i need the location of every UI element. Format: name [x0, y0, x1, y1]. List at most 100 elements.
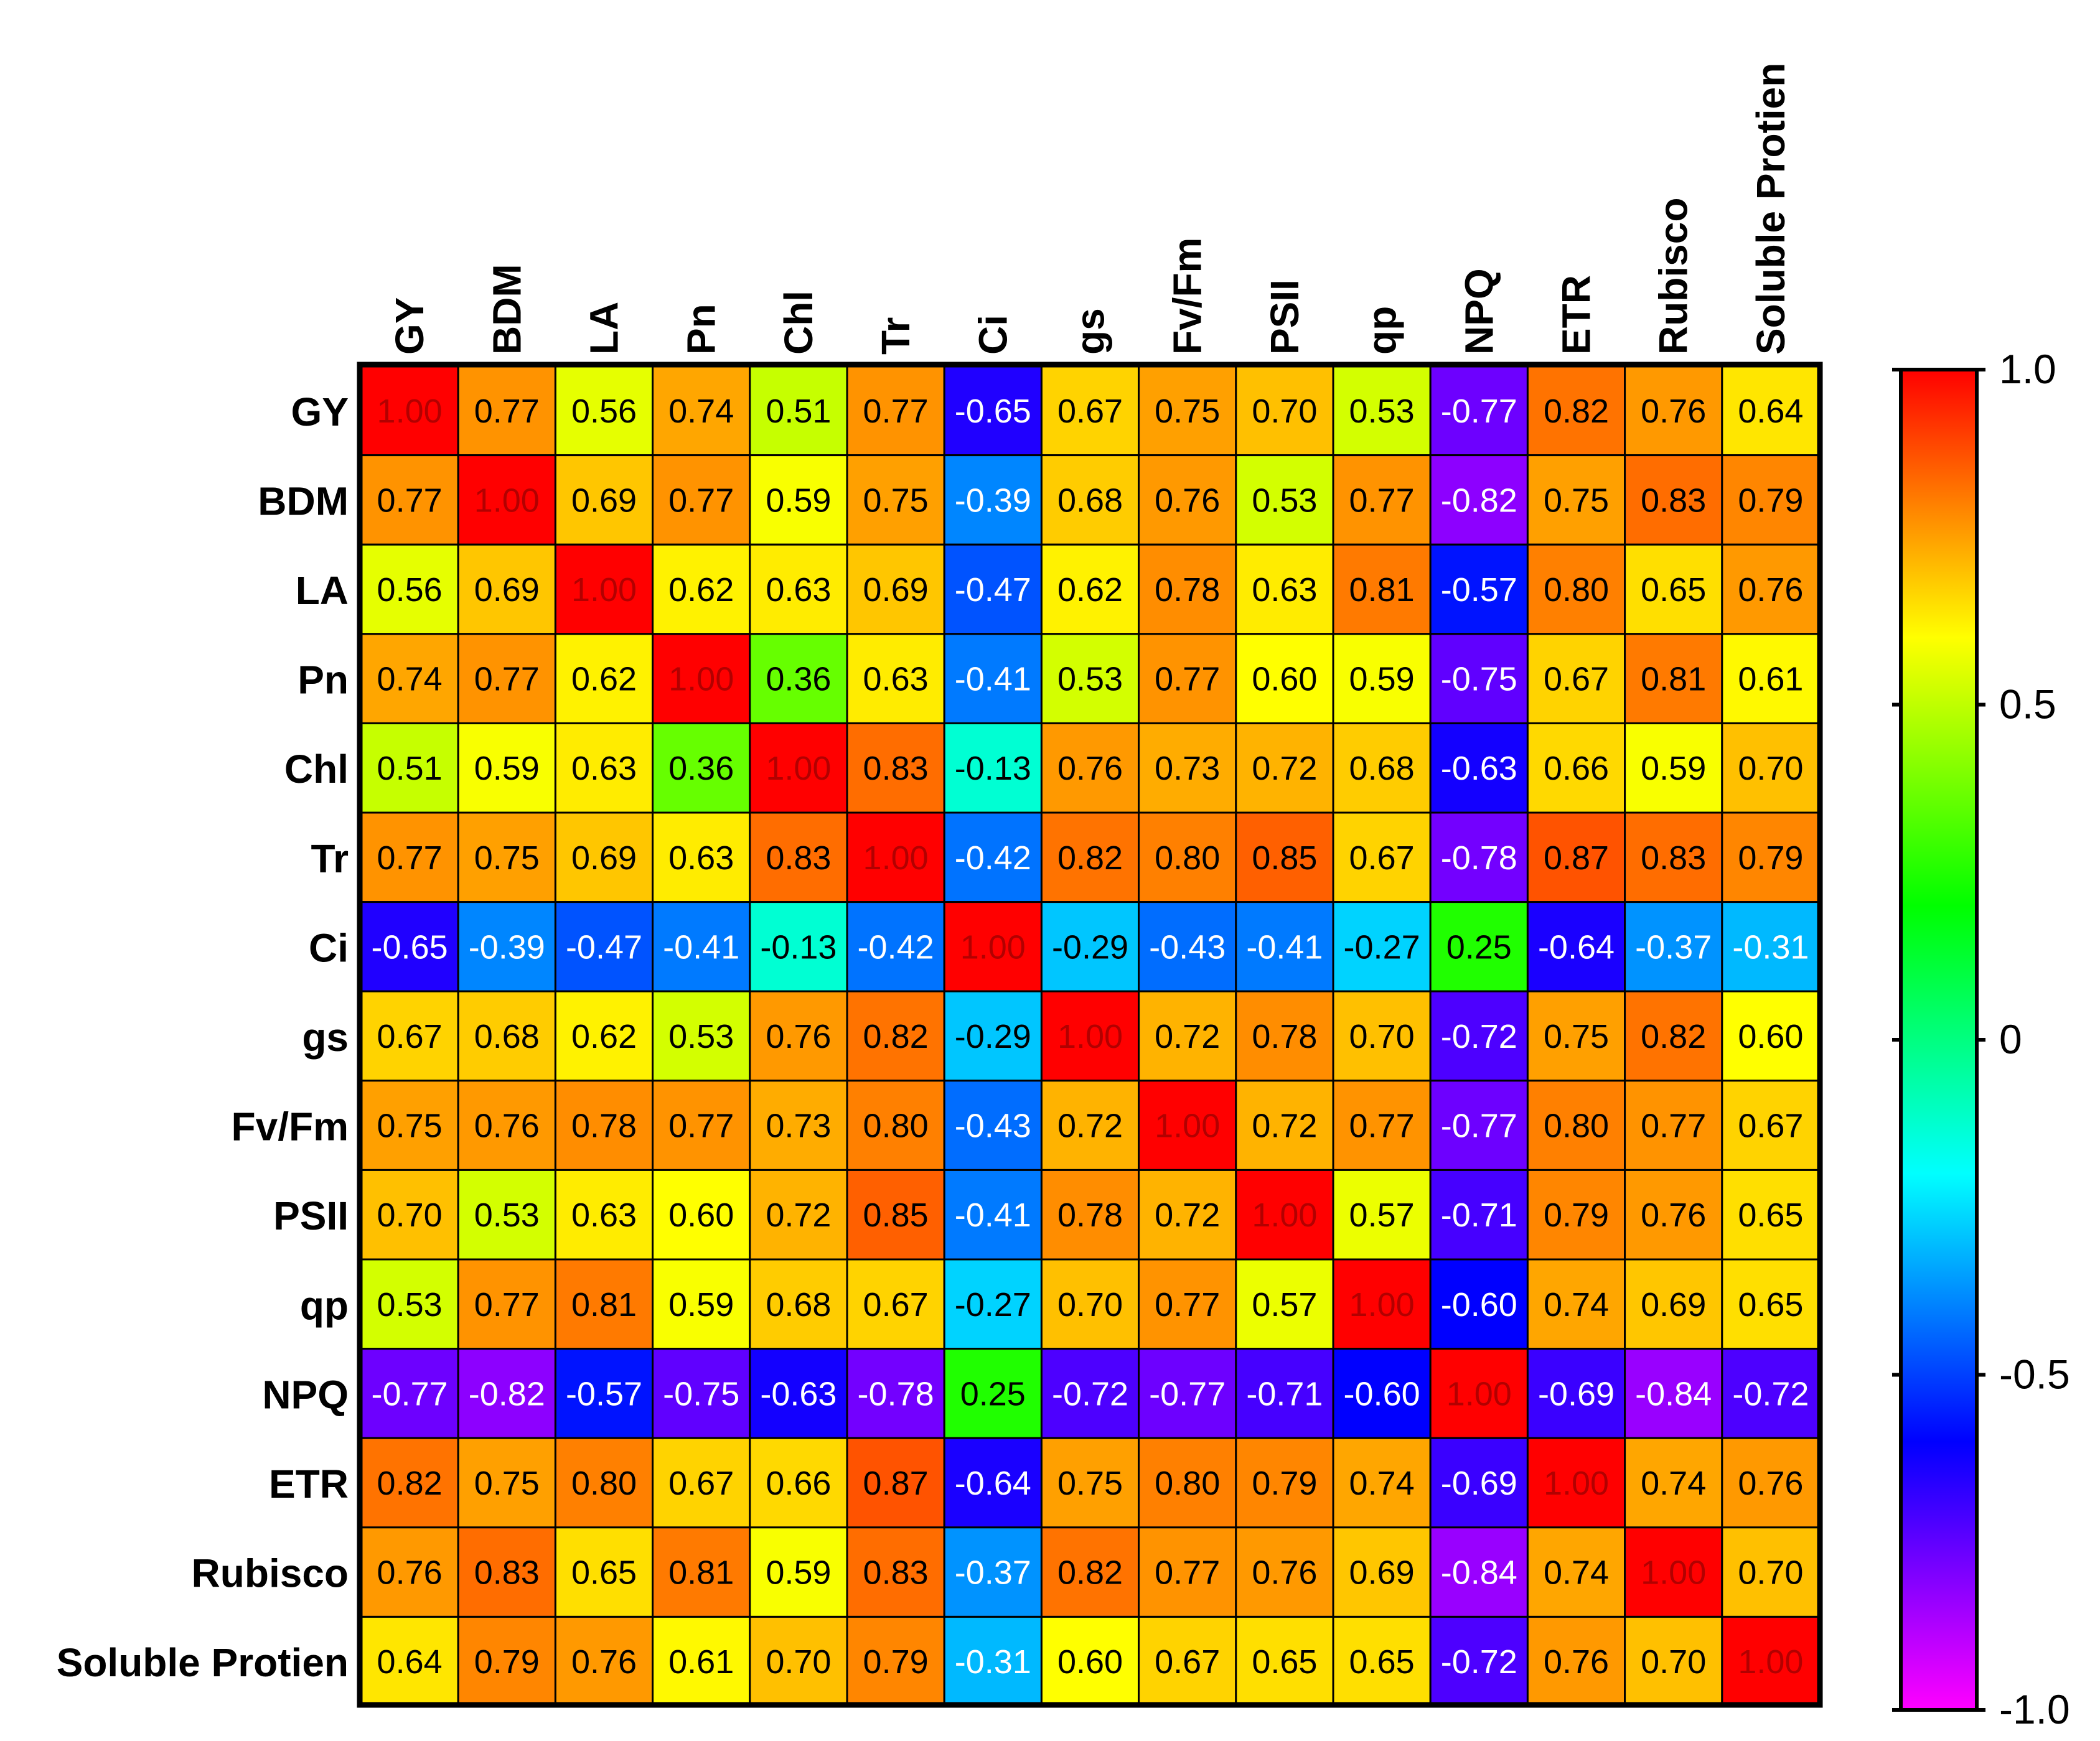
heatmap-cell [1526, 1258, 1626, 1350]
heatmap-cell [749, 633, 848, 724]
cell-value: 0.77 [1155, 1554, 1220, 1592]
cell-value: 0.83 [863, 750, 929, 787]
heatmap-cell [652, 454, 751, 546]
heatmap-cell [457, 1080, 556, 1171]
cell-value: 0.74 [1544, 1554, 1609, 1592]
heatmap-cell [846, 1258, 945, 1350]
cell-value: 0.75 [1544, 1018, 1609, 1055]
heatmap-cell [749, 1258, 848, 1350]
colorbar-tick-label: -0.5 [1999, 1351, 2070, 1398]
row-label: NPQ [262, 1372, 349, 1417]
cell-value: 0.60 [668, 1197, 734, 1234]
heatmap-cell [652, 1169, 751, 1261]
cell-value: 1.00 [863, 839, 929, 877]
cell-value: -0.82 [469, 1375, 545, 1412]
colorbar-tick-label: 0 [1999, 1016, 2022, 1062]
cell-value: 1.00 [1738, 1643, 1803, 1681]
heatmap-cell [360, 901, 459, 992]
cell-value: -0.77 [372, 1375, 448, 1412]
cell-value: 0.59 [1641, 750, 1706, 787]
heatmap-cell [846, 1080, 945, 1171]
row-label: GY [291, 390, 349, 434]
cell-value: -0.71 [1246, 1375, 1323, 1412]
cell-value: 0.67 [1057, 393, 1123, 430]
heatmap-cell [1429, 1615, 1529, 1707]
heatmap-cell [943, 1348, 1043, 1439]
cell-value: 0.77 [1349, 1108, 1415, 1145]
heatmap-cell [846, 543, 945, 635]
cell-value: 0.74 [1544, 1286, 1609, 1323]
cell-value: 0.76 [377, 1554, 443, 1592]
cell-value: 0.66 [766, 1465, 831, 1502]
row-label: PSII [273, 1193, 349, 1238]
heatmap-cell [846, 633, 945, 724]
cell-value: 0.76 [766, 1018, 831, 1055]
cell-value: 0.68 [474, 1018, 540, 1055]
column-label: qp [1359, 306, 1404, 355]
heatmap-cells: 1.00 0.77 0.56 0.74 0.51 0.77 -0.65 0.67 0.75 0.7… [360, 365, 1821, 1707]
column-label: Soluble Protien [1748, 63, 1793, 355]
column-label: Tr [873, 317, 918, 355]
cell-value: 0.25 [1446, 928, 1512, 966]
heatmap-cell [360, 722, 459, 814]
heatmap-cell [1235, 1169, 1334, 1261]
cell-value: 1.00 [1446, 1375, 1512, 1412]
heatmap-cell [652, 633, 751, 724]
colorbar-tick-label: 0.5 [1999, 681, 2056, 727]
cell-value: 0.69 [571, 839, 637, 877]
heatmap-cell [943, 454, 1043, 546]
cell-value: 0.64 [1738, 393, 1803, 430]
cell-value: 1.00 [1544, 1465, 1609, 1502]
cell-value: 0.62 [1057, 571, 1123, 609]
cell-value: 0.53 [1057, 661, 1123, 698]
cell-value: -0.42 [955, 839, 1031, 877]
column-label: LA [582, 302, 627, 355]
cell-value: 0.53 [377, 1286, 443, 1323]
column-label: ETR [1554, 275, 1599, 355]
cell-value: 0.82 [377, 1465, 443, 1502]
row-label: Rubisco [192, 1551, 349, 1596]
cell-value: 1.00 [1252, 1197, 1317, 1234]
cell-value: 0.74 [1641, 1465, 1706, 1502]
heatmap-cell [1429, 1348, 1529, 1439]
heatmap-cell [1429, 365, 1529, 457]
cell-value: 0.69 [863, 571, 929, 609]
cell-value: 0.60 [1057, 1643, 1123, 1681]
heatmap-cell [749, 454, 848, 546]
cell-value: 0.81 [1349, 571, 1415, 609]
row-label: ETR [269, 1462, 349, 1506]
heatmap-cell [554, 811, 654, 903]
cell-value: 0.77 [474, 393, 540, 430]
cell-value: 0.56 [377, 571, 443, 609]
heatmap-cell [943, 1526, 1043, 1618]
cell-value: 0.80 [1544, 1108, 1609, 1145]
heatmap-cell [1040, 811, 1140, 903]
cell-value: -0.64 [1538, 928, 1615, 966]
heatmap-cell [1624, 633, 1723, 724]
cell-value: 0.70 [1738, 1554, 1803, 1592]
cell-value: -0.72 [1732, 1375, 1809, 1412]
heatmap-cell [1138, 811, 1237, 903]
cell-value: 0.81 [1641, 661, 1706, 698]
cell-value: 0.77 [668, 482, 734, 519]
heatmap-cell [1138, 1615, 1237, 1707]
cell-value: 0.59 [766, 1554, 831, 1592]
heatmap-cell [1526, 1348, 1626, 1439]
cell-value: 0.67 [1738, 1108, 1803, 1145]
column-label: Chl [776, 291, 821, 355]
heatmap-cell [1624, 1437, 1723, 1529]
heatmap-cell [1332, 1348, 1432, 1439]
heatmap-cell [1332, 1526, 1432, 1618]
row-label: Tr [311, 836, 349, 881]
heatmap-cell [943, 990, 1043, 1082]
column-label: Rubisco [1651, 198, 1696, 355]
colorbar-gradient [1899, 368, 1979, 1712]
cell-value: 0.63 [863, 661, 929, 698]
cell-value: -0.41 [663, 928, 739, 966]
cell-value: 0.85 [863, 1197, 929, 1234]
heatmap-cell [1235, 1258, 1334, 1350]
heatmap-cell [1429, 901, 1529, 992]
cell-value: -0.39 [955, 482, 1031, 519]
cell-value: 0.83 [1641, 839, 1706, 877]
heatmap-cell [1040, 1169, 1140, 1261]
